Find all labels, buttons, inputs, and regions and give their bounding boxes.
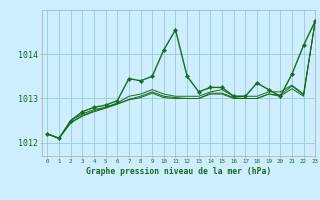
X-axis label: Graphe pression niveau de la mer (hPa): Graphe pression niveau de la mer (hPa) (86, 167, 271, 176)
